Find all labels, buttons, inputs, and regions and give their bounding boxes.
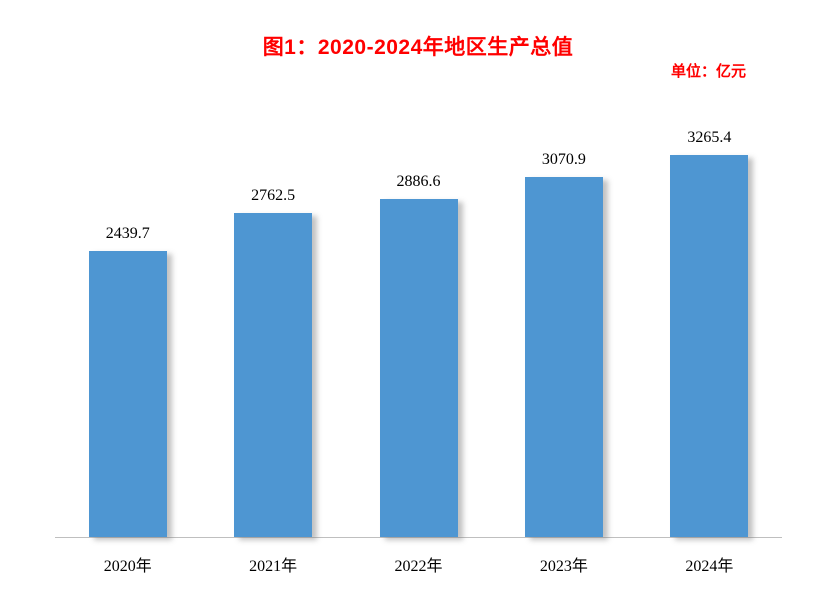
bar	[88, 251, 167, 537]
bar-column: 2439.7	[55, 127, 200, 537]
bar-value-label: 2886.6	[396, 172, 441, 190]
x-axis-label: 2022年	[394, 558, 443, 575]
x-axis-label: 2020年	[103, 558, 152, 575]
bar-column: 2886.6	[346, 127, 491, 537]
chart-title: 图1：2020-2024年地区生产总值	[262, 36, 574, 59]
bar-value-label: 3265.4	[687, 128, 732, 146]
bar	[670, 154, 749, 537]
bar-value-label: 3070.9	[541, 151, 586, 169]
x-axis-label: 2021年	[249, 558, 298, 575]
x-axis-label: 2024年	[685, 558, 734, 575]
bar-value-label: 2439.7	[105, 225, 150, 243]
x-axis-label: 2023年	[539, 558, 588, 575]
x-axis-labels: 2020年 2021年 2022年 2023年 2024年	[55, 552, 782, 576]
bar-column: 3265.4	[637, 127, 782, 537]
bar	[234, 213, 313, 537]
unit-label: 单位：亿元	[670, 63, 746, 80]
bar	[524, 177, 603, 537]
plot-area: 2439.7 2762.5 2886.6 3070.9 3265.4	[55, 127, 782, 538]
bar-column: 2762.5	[200, 127, 345, 537]
bar-value-label: 2762.5	[251, 187, 296, 205]
bar	[379, 198, 458, 537]
bar-column: 3070.9	[491, 127, 636, 537]
